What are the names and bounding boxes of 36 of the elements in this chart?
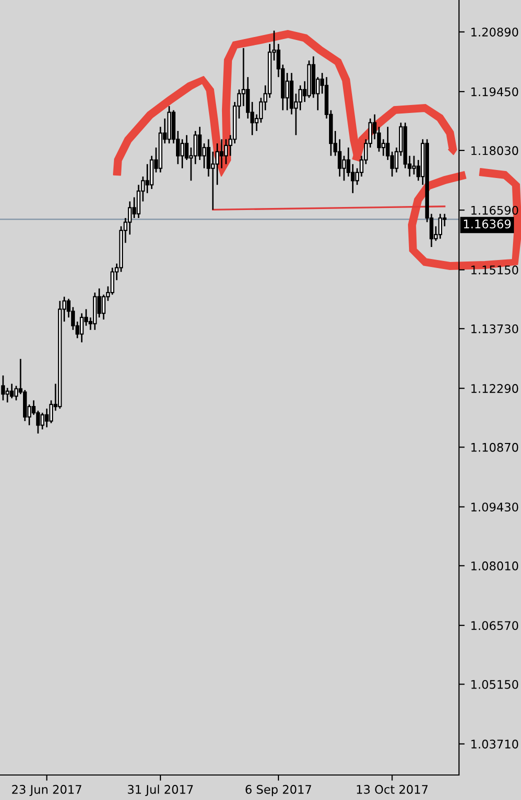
y-tick-label: 1.18030 [471,146,518,156]
x-tick-label: 23 Jun 2017 [12,784,82,796]
candlestick [80,312,84,344]
candlestick [44,408,49,428]
candlestick [49,400,54,424]
candlestick [14,385,18,402]
y-tick-label: 1.03710 [471,740,518,749]
y-tick-label: 1.19450 [471,87,518,96]
x-tick-label: 31 Jul 2017 [128,784,193,796]
candlestick [198,126,202,161]
candlestick [128,200,132,236]
candlestick [350,163,355,194]
candlestick [40,412,44,430]
y-tick-label: 1.10870 [471,442,518,452]
candlestick [193,130,198,165]
x-tick-label: 13 Oct 2017 [356,784,428,794]
x-tick-label: 6 Sep 2017 [246,784,312,796]
candlestick [215,142,220,186]
ref-line-label: 1.16369 [464,219,511,228]
y-tick-label: 1.09430 [471,502,518,512]
candlestick [10,383,14,399]
y-tick-label: 1.12290 [471,384,518,393]
candlestick [220,138,224,169]
candlestick [102,294,106,320]
y-tick-label: 1.20890 [471,28,518,37]
candlestick [145,163,150,194]
candlestick [110,267,114,296]
candlestick [438,213,442,240]
y-tick-label: 1.06570 [471,621,518,630]
y-tick-label: 1.15150 [471,266,518,274]
candlestick [285,72,290,111]
y-tick-label: 1.05150 [471,680,518,689]
y-tick-label: 1.13730 [471,324,518,334]
candlestick [298,84,302,111]
y-tick-label: 1.08010 [471,561,518,570]
candlestick [180,138,184,169]
